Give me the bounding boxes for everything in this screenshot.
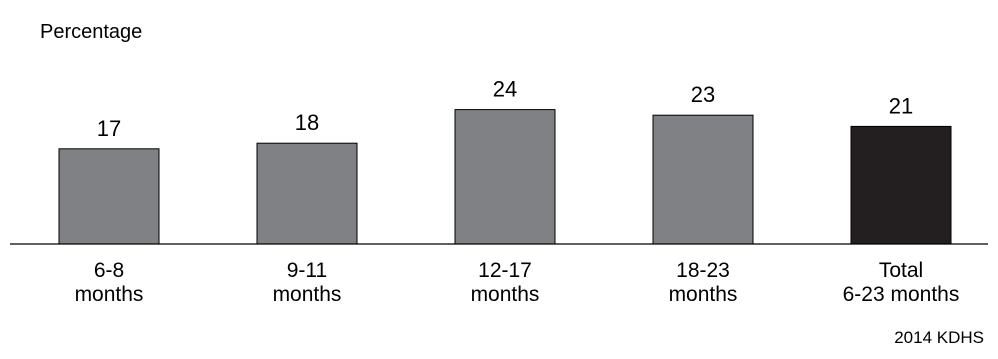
x-tick-label-2-1: months — [471, 283, 540, 306]
data-label-3: 23 — [691, 82, 715, 107]
x-tick-label-1-1: months — [273, 283, 342, 306]
bar-0 — [58, 148, 160, 245]
y-axis-label: Percentage — [40, 21, 142, 43]
x-tick-label-0-0: 6-8 — [94, 259, 124, 282]
x-tick-label-4-1: 6-23 months — [843, 283, 960, 306]
x-tick-label-3-1: months — [669, 283, 738, 306]
bar-2 — [454, 109, 556, 245]
source-note: 2014 KDHS — [894, 328, 984, 347]
x-tick-label-4-0: Total — [879, 259, 923, 282]
x-tick-label-0-1: months — [75, 283, 144, 306]
x-tick-label-1-0: 9-11 — [287, 259, 327, 282]
bar-1 — [256, 142, 358, 245]
data-label-0: 17 — [97, 116, 121, 141]
bar-4 — [850, 125, 952, 245]
bar-3 — [652, 114, 754, 245]
x-tick-label-3-0: 18-23 — [676, 259, 730, 282]
data-label-1: 18 — [295, 110, 319, 135]
data-label-2: 24 — [493, 77, 517, 102]
x-tick-label-2-0: 12-17 — [478, 259, 532, 282]
data-label-4: 21 — [889, 93, 913, 118]
